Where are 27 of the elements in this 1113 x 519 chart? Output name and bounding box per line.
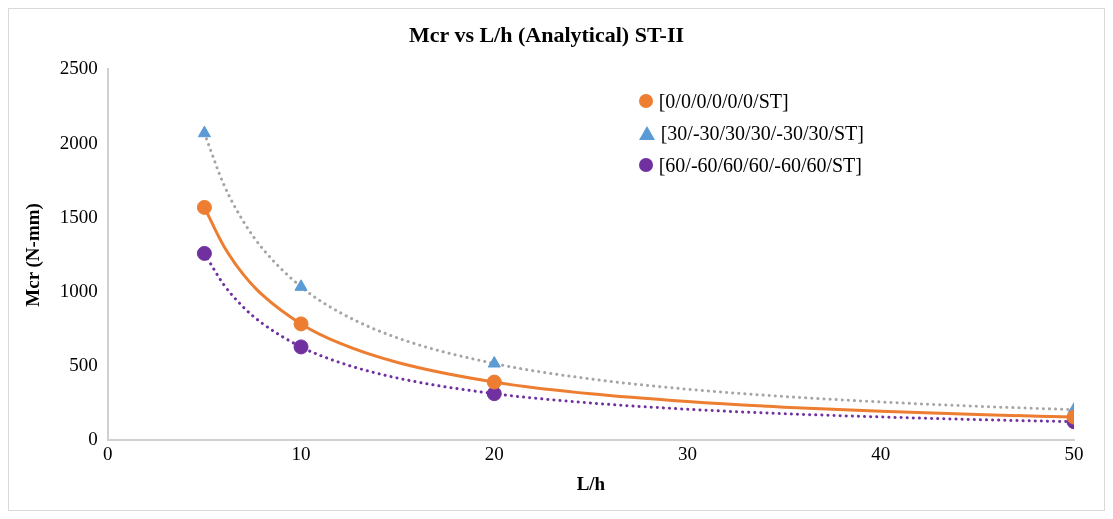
- x-tick-label: 0: [103, 442, 113, 464]
- y-tick-label: 1000: [59, 279, 98, 301]
- x-tick-label: 10: [291, 442, 311, 464]
- point: [486, 374, 502, 390]
- point: [293, 316, 309, 332]
- point: [197, 125, 211, 138]
- legend-label: [30/-30/30/30/-30/30/ST]: [660, 121, 864, 146]
- x-tick-label: 20: [484, 442, 504, 464]
- x-tick-label: 50: [1064, 442, 1084, 464]
- legend-label: [60/-60/60/60/-60/60/ST]: [658, 153, 862, 178]
- x-tick-label: 40: [871, 442, 891, 464]
- point: [293, 339, 309, 355]
- point: [196, 199, 212, 215]
- point: [196, 245, 212, 261]
- y-tick-label: 0: [88, 428, 98, 450]
- x-tick-label: 30: [678, 442, 698, 464]
- point: [486, 386, 502, 402]
- y-tick-label: 500: [69, 354, 98, 376]
- y-axis-title: Mcr (N-mm): [22, 203, 45, 307]
- legend-label: [0/0/0/0/0/0/ST]: [658, 89, 789, 114]
- chart-title: Mcr vs L/h (Analytical) ST-II: [408, 21, 685, 47]
- y-tick-label: 2500: [59, 57, 98, 79]
- point: [487, 356, 501, 368]
- y-tick-label: 2000: [59, 131, 98, 153]
- point: [294, 279, 308, 291]
- y-tick-label: 1500: [59, 205, 98, 227]
- x-axis-title: L/h: [576, 472, 606, 494]
